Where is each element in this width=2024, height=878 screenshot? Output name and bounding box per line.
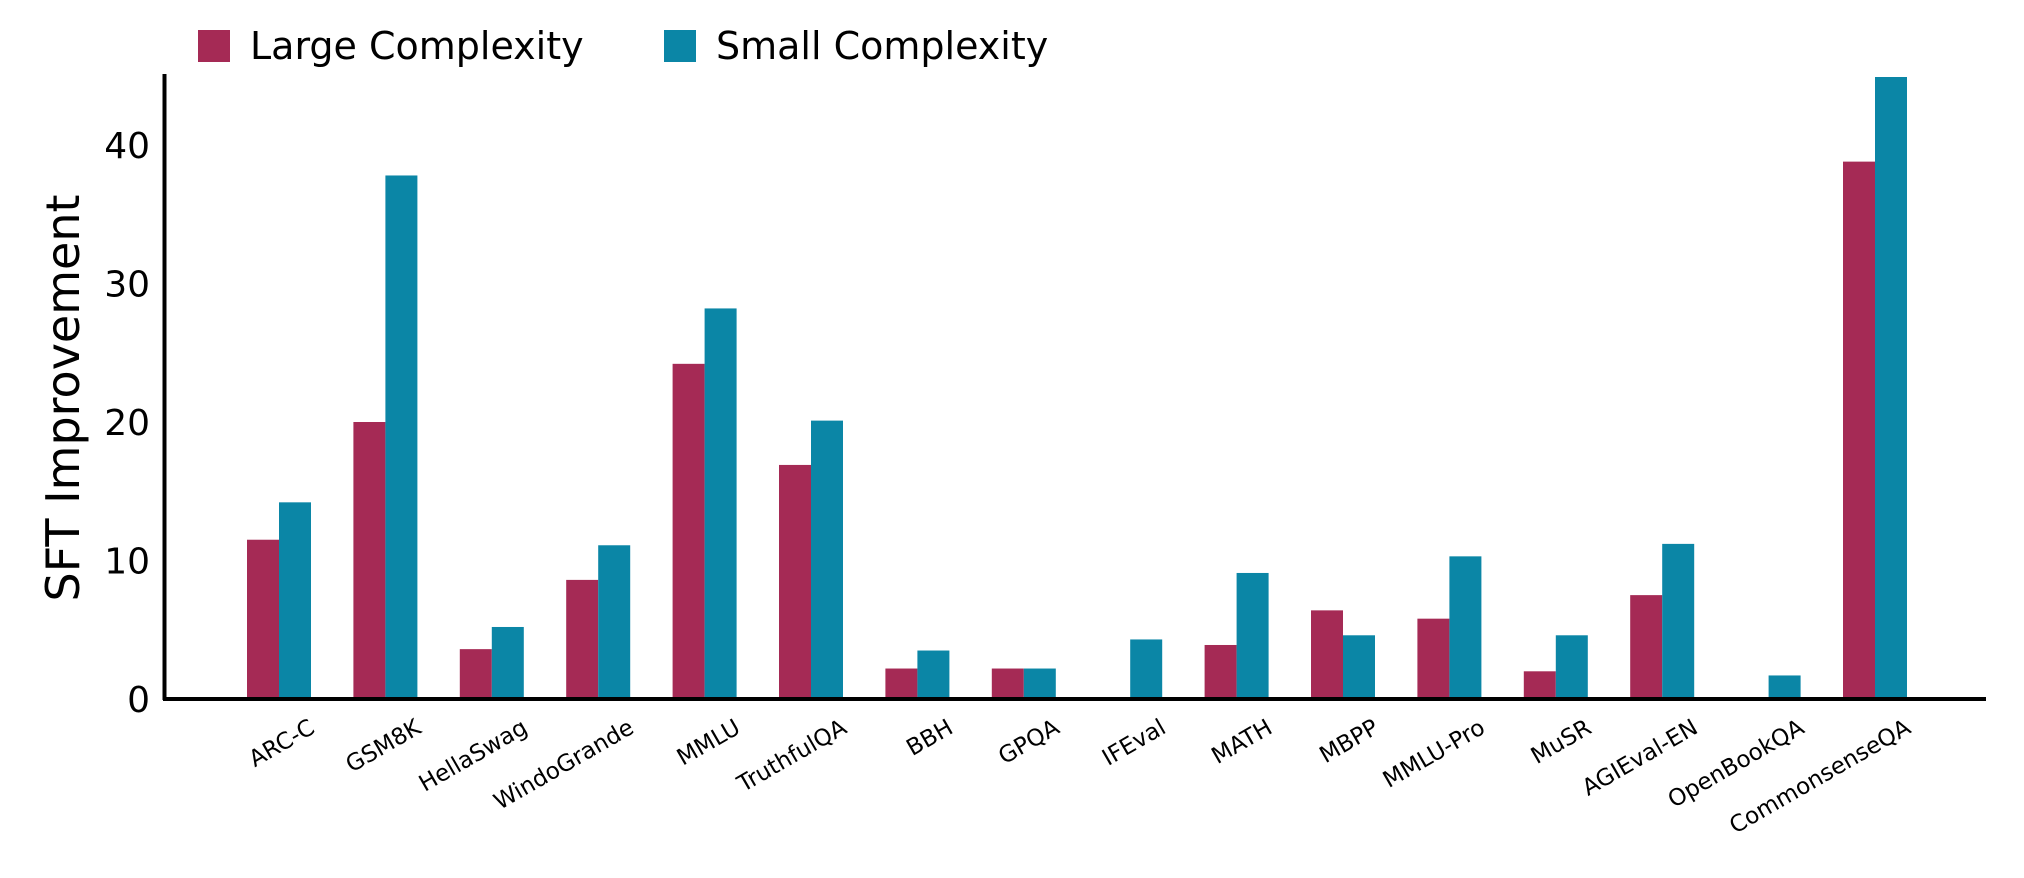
y-tick-label-20: 20 — [104, 403, 150, 444]
x-tick-label-musr: MuSR — [1527, 715, 1596, 770]
x-tick-label-ifeval: IFEval — [1098, 715, 1170, 772]
bar-small-complexity-openbookqa — [1768, 675, 1801, 699]
bar-small-complexity-gsm8k — [385, 175, 418, 700]
bar-large-complexity-gpqa — [991, 668, 1024, 699]
bar-large-complexity-windogrande — [566, 579, 599, 699]
y-ticks-group: 0 10 20 30 40 — [104, 126, 150, 721]
x-tick-label-math: MATH — [1207, 715, 1276, 770]
bar-large-complexity-commonsenseqa — [1843, 161, 1875, 699]
x-tick-label-bbh: BBH — [902, 715, 957, 762]
bar-large-complexity-truthfulqa — [779, 464, 811, 699]
y-tick-label-40: 40 — [104, 126, 150, 167]
bar-small-complexity-commonsenseqa — [1875, 77, 1907, 699]
legend-swatch-large-complexity — [198, 30, 230, 62]
x-tick-label-mbpp: MBPP — [1315, 715, 1383, 769]
y-axis-title: SFT Improvement — [36, 194, 90, 601]
bar-small-complexity-windogrande — [598, 545, 631, 699]
legend: Large Complexity Small Complexity — [198, 24, 1048, 68]
legend-swatch-small-complexity — [664, 30, 696, 62]
bar-small-complexity-ifeval — [1130, 639, 1163, 699]
bar-large-complexity-mbpp — [1311, 610, 1343, 699]
bar-large-complexity-math — [1204, 644, 1237, 699]
bar-small-complexity-gpqa — [1023, 668, 1056, 699]
x-tick-label-gpqa: GPQA — [994, 714, 1064, 769]
bars-group — [247, 77, 1907, 700]
bar-small-complexity-math — [1236, 572, 1269, 699]
bar-large-complexity-gsm8k — [353, 422, 386, 699]
x-tick-label-arc-c: ARC-C — [245, 715, 319, 773]
legend-label-large-complexity: Large Complexity — [250, 24, 584, 68]
x-tick-label-commonsenseqa: CommonsenseQA — [1725, 714, 1915, 839]
bar-small-complexity-mbpp — [1343, 635, 1375, 699]
bar-small-complexity-truthfulqa — [811, 420, 843, 699]
bar-large-complexity-agieval-en — [1630, 595, 1663, 699]
bar-small-complexity-mmlu — [704, 308, 737, 699]
bar-large-complexity-mmlu — [672, 363, 705, 699]
x-tick-label-mmlu-pro: MMLU-Pro — [1379, 715, 1490, 794]
bar-small-complexity-agieval-en — [1662, 543, 1695, 699]
legend-label-small-complexity: Small Complexity — [716, 24, 1048, 68]
bar-small-complexity-musr — [1555, 635, 1588, 699]
bar-large-complexity-mmlu-pro — [1417, 618, 1450, 699]
bar-large-complexity-hellaswag — [459, 649, 492, 699]
bar-small-complexity-mmlu-pro — [1449, 556, 1482, 699]
bar-large-complexity-musr — [1523, 671, 1556, 699]
x-tick-label-gsm8k: GSM8K — [342, 714, 427, 778]
y-tick-label-10: 10 — [104, 542, 150, 583]
x-tick-label-mmlu: MMLU — [673, 715, 745, 772]
bar-small-complexity-hellaswag — [491, 626, 524, 699]
x-tick-label-truthfulqa: TruthfulQA — [732, 714, 851, 798]
bar-small-complexity-bbh — [917, 650, 950, 699]
y-tick-label-0: 0 — [127, 680, 150, 721]
y-tick-label-30: 30 — [104, 265, 150, 306]
bar-large-complexity-arc-c — [247, 539, 279, 699]
bar-large-complexity-bbh — [885, 668, 918, 699]
bar-small-complexity-arc-c — [279, 502, 311, 699]
